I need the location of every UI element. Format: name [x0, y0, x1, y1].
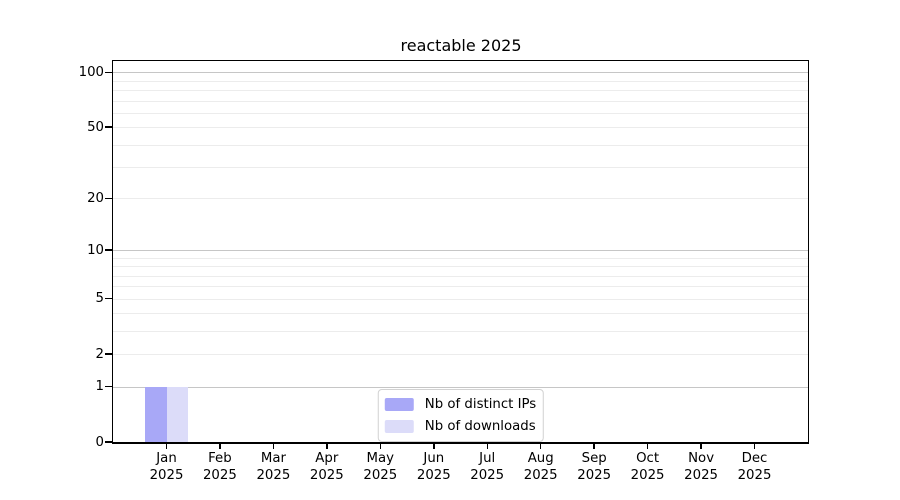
x-tick-month: Dec: [741, 451, 768, 466]
x-tick-mark: [700, 444, 702, 449]
minor-gridline: [113, 313, 808, 315]
x-tick-label: Nov 2025: [675, 451, 727, 484]
x-tick-year: 2025: [630, 467, 665, 483]
y-tick-label: 20: [87, 190, 104, 206]
y-tick-mark: [105, 249, 112, 251]
y-tick-mark: [105, 385, 112, 388]
minor-gridline: [113, 127, 808, 129]
x-tick-label: Oct 2025: [622, 451, 674, 484]
legend-entry: Nb of downloads: [384, 417, 536, 436]
x-tick-month: Mar: [260, 451, 286, 466]
y-tick-mark: [105, 353, 112, 355]
minor-gridline: [113, 298, 808, 300]
bar-nb-of-distinct-ips: [145, 386, 167, 442]
minor-gridline: [113, 275, 808, 277]
plot-area: 0 1 2 5 10 20 50 100 Jan 2025 Feb 2025 Mar 2025 Apr 202…: [79, 60, 809, 483]
x-tick-mark: [593, 444, 595, 449]
x-tick-label: Sep 2025: [568, 451, 620, 484]
legend: Nb of distinct IPs Nb of downloads: [377, 389, 545, 442]
x-tick-year: 2025: [737, 467, 772, 483]
x-tick-month: Sep: [581, 451, 607, 466]
x-tick-label: Mar 2025: [247, 451, 299, 484]
y-tick-label: 1: [95, 379, 104, 394]
minor-gridline: [113, 144, 808, 146]
x-tick-year: 2025: [149, 467, 184, 483]
y-tick-label: 0: [95, 434, 104, 450]
x-tick-mark: [326, 444, 328, 449]
minor-gridline: [113, 80, 808, 82]
x-tick-mark: [433, 444, 435, 449]
legend-swatch: [384, 420, 414, 433]
x-tick-label: Jan 2025: [141, 451, 193, 484]
x-tick-year: 2025: [684, 467, 719, 483]
y-tick-mark: [105, 71, 112, 74]
x-tick-month: May: [366, 451, 395, 466]
x-tick-label: Apr 2025: [301, 451, 353, 484]
y-tick-label: 50: [87, 119, 104, 135]
x-tick-label: Aug 2025: [515, 451, 567, 484]
major-gridline: [113, 72, 808, 74]
x-tick-label: Jul 2025: [461, 451, 513, 484]
minor-gridline: [113, 90, 808, 92]
minor-gridline: [113, 198, 808, 200]
y-tick-mark: [105, 126, 112, 128]
minor-gridline: [113, 286, 808, 288]
x-tick-year: 2025: [470, 467, 505, 483]
x-tick-label: May 2025: [354, 451, 406, 484]
x-tick-month: Jun: [423, 451, 445, 466]
x-tick-year: 2025: [416, 467, 451, 483]
x-tick-mark: [646, 444, 649, 449]
x-tick-year: 2025: [202, 467, 237, 483]
y-tick-mark: [105, 297, 112, 300]
minor-gridline: [113, 167, 808, 168]
minor-gridline: [113, 257, 808, 259]
minor-gridline: [113, 100, 808, 102]
x-tick-month: Feb: [208, 451, 232, 466]
minor-gridline: [113, 354, 808, 355]
y-tick-mark: [105, 197, 112, 199]
x-tick-mark: [379, 444, 382, 449]
x-tick-year: 2025: [577, 467, 612, 483]
y-tick-label: 5: [95, 291, 104, 306]
x-tick-mark: [753, 444, 756, 449]
minor-gridline: [113, 266, 808, 268]
y-tick-label: 2: [95, 346, 104, 362]
x-tick-mark: [539, 444, 542, 449]
legend-label: Nb of distinct IPs: [424, 397, 537, 412]
major-gridline: [113, 250, 808, 251]
x-tick-label: Dec 2025: [729, 451, 781, 484]
y-tick-label: 100: [78, 64, 104, 80]
x-tick-month: Jan: [156, 451, 177, 466]
x-tick-label: Jun 2025: [408, 451, 460, 484]
x-tick-month: Aug: [527, 451, 554, 466]
x-tick-label: Feb 2025: [194, 451, 246, 484]
minor-gridline: [113, 331, 808, 332]
chart-title: reactable 2025: [400, 36, 522, 55]
x-tick-mark: [272, 444, 275, 449]
y-tick-label: 10: [87, 242, 104, 258]
x-tick-month: Apr: [315, 451, 339, 466]
major-gridline: [113, 386, 808, 388]
legend-swatch: [384, 398, 414, 411]
x-tick-month: Jul: [479, 451, 496, 466]
x-tick-mark: [165, 444, 168, 449]
x-tick-year: 2025: [309, 467, 344, 483]
x-tick-month: Nov: [688, 451, 715, 466]
minor-gridline: [113, 112, 808, 114]
x-tick-year: 2025: [363, 467, 398, 483]
x-tick-mark: [219, 444, 221, 449]
y-tick-mark: [105, 441, 112, 443]
legend-entry: Nb of distinct IPs: [384, 395, 537, 414]
x-tick-year: 2025: [523, 467, 558, 483]
x-tick-month: Oct: [636, 451, 660, 466]
legend-label: Nb of downloads: [424, 419, 536, 434]
x-tick-year: 2025: [256, 467, 291, 483]
bar-nb-of-downloads: [166, 386, 188, 442]
x-tick-mark: [486, 444, 488, 449]
